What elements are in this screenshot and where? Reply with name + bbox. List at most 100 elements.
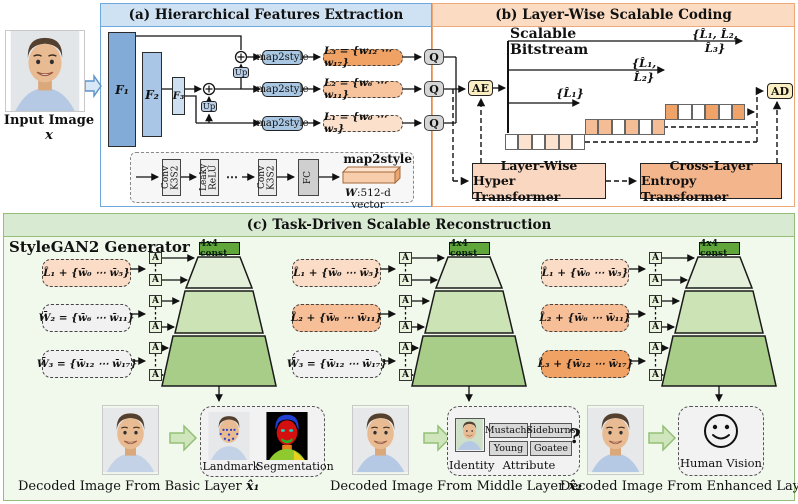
affine-a: A — [149, 252, 162, 264]
bitstream-cell — [545, 134, 559, 150]
caption-enhanced: Decoded Image From Enhanced Layer x̂₃ — [560, 479, 798, 494]
decoded-image-middle — [352, 405, 409, 475]
const-input-box: 4x4 const — [199, 239, 240, 259]
affine-a: A — [149, 274, 162, 286]
affine-a: A — [149, 321, 162, 333]
landmark-image — [208, 412, 250, 460]
input-face-image — [5, 30, 85, 112]
input-image-symbol: x — [45, 128, 53, 143]
bitstream-row-1 — [505, 134, 586, 150]
caption-basic: Decoded Image From Basic Layer x̂₁ — [18, 479, 260, 494]
identity-image — [455, 418, 485, 452]
decoded-image-enhanced — [587, 405, 644, 475]
feature-block-f1: F₁ — [108, 32, 136, 147]
ellipsis-dots: ⋯ — [226, 170, 238, 184]
col1-input-w2: W̄₂ = {w̄₆ ⋯ w̄₁₁} — [39, 304, 134, 332]
bitstream-cell — [518, 134, 532, 150]
col2-input-l2: L̂₂ + {w̄₆ ⋯ w̄₁₁} — [291, 304, 382, 332]
bitstream-cell — [691, 104, 706, 120]
col3-input-l3: L̂₃ + {w̄₁₂ ⋯ w̄₁₇} — [538, 350, 633, 378]
affine-a: A — [649, 369, 662, 381]
affine-a: A — [649, 295, 662, 307]
decoded-image-basic — [102, 405, 159, 475]
bitstream-cell — [611, 119, 626, 135]
affine-a: A — [399, 321, 412, 333]
upsample-box-1: Up — [233, 67, 249, 78]
bitstream-cell — [651, 119, 666, 135]
bitstream-row-2 — [585, 119, 666, 135]
latent-l2: L₂ = {w₆ ⋯ w₁₁} — [323, 77, 403, 101]
smiley-icon — [701, 411, 741, 451]
affine-a: A — [649, 274, 662, 286]
bitstream-cell — [585, 119, 599, 135]
arithmetic-decoder: AD — [767, 83, 793, 99]
map2style-box-3: map2style — [256, 49, 309, 65]
bitstream-cell — [638, 119, 652, 135]
panel-a-title: (a) Hierarchical Features Extraction — [101, 4, 431, 27]
affine-a: A — [649, 342, 662, 354]
conv-block-2: Conv K3S2 — [257, 159, 277, 196]
map2style-detail-title: map2style — [343, 152, 412, 166]
col2-input-w3: W̄₃ = {w̄₁₂ ⋯ w̄₁₇} — [287, 350, 387, 378]
col3-input-l1: L̂₁ + {w̄₀ ⋯ w̄₅} — [541, 259, 629, 287]
vector-dim-label: W:512-d vector — [345, 187, 391, 211]
feature-block-f2: F₂ — [142, 52, 162, 137]
latent-l3: L₃ = {w₁₂ ⋯ w₁₇} — [323, 45, 403, 69]
landmark-label: Landmark — [202, 460, 260, 473]
caption-middle: Decoded Image From Middle Layer x̂₂ — [330, 479, 582, 494]
affine-a: A — [649, 252, 662, 264]
panel-b-title: (b) Layer-Wise Scalable Coding — [433, 4, 794, 27]
bitstream-cell — [731, 104, 746, 120]
face-photo — [10, 31, 80, 111]
map2style-box-1: map2style — [256, 115, 309, 131]
caption-middle-symbol: x̂₂ — [568, 479, 582, 494]
bitstream-cell — [625, 119, 639, 135]
quantizer-q2: Q — [424, 81, 444, 97]
attribute-mustache: Mustache — [484, 423, 533, 438]
quantizer-q3: Q — [424, 49, 444, 65]
leaky-relu-block: Leaky ReLU — [199, 159, 219, 196]
bitstream-title: Scalable Bitstream — [510, 26, 589, 58]
quantizer-q1: Q — [424, 115, 444, 131]
bitstream-cell — [558, 134, 572, 150]
feature-block-f3: F₃ — [172, 77, 185, 115]
stream-label-all: {L̂₁, L̂₂, L̂₃} — [692, 27, 738, 55]
stream-label-two: {L̂₁, L̂₂} — [631, 56, 657, 84]
affine-a: A — [149, 342, 162, 354]
fc-block: FC — [298, 159, 319, 196]
affine-a: A — [399, 274, 412, 286]
arithmetic-encoder: AE — [468, 80, 493, 96]
bitstream-cell — [598, 119, 612, 135]
attribute-question-mark: ? — [569, 424, 581, 448]
attribute-goatee: Goatee — [530, 441, 572, 456]
col2-input-l1: L̂₁ + {w̄₀ ⋯ w̄₅} — [292, 259, 381, 287]
identity-label: Identity — [449, 458, 495, 472]
stream-label-one: {L̂₁} — [556, 86, 584, 100]
map2style-box-2: map2style — [256, 81, 309, 97]
const-input-box: 4x4 const — [449, 239, 490, 259]
conv-block-1: Conv K3S2 — [161, 159, 181, 196]
segmentation-label: Segmentation — [256, 460, 334, 473]
segmentation-image — [264, 412, 310, 460]
entropy-transformer-box: Cross-Layer Entropy Transformer — [640, 158, 782, 204]
generator-title: StyleGAN2 Generator — [9, 238, 190, 256]
human-vision-label: Human Vision — [680, 456, 762, 470]
affine-a: A — [649, 321, 662, 333]
affine-a: A — [399, 342, 412, 354]
const-input-box: 4x4 const — [699, 239, 740, 259]
latent-l1: L₁ = {w₀ ⋯ w₅} — [323, 111, 403, 135]
bitstream-cell — [718, 104, 732, 120]
affine-a: A — [399, 252, 412, 264]
input-flow-arrow — [84, 73, 102, 99]
attribute-young: Young — [489, 441, 528, 456]
affine-a: A — [399, 295, 412, 307]
bitstream-cell — [665, 104, 679, 120]
bitstream-cell — [571, 134, 586, 150]
input-image-label: Input Image x — [3, 113, 95, 143]
caption-basic-symbol: x̂₁ — [245, 479, 260, 494]
bitstream-cell — [705, 104, 719, 120]
col1-input-w3: W̄₃ = {w̄₁₂ ⋯ w̄₁₇} — [37, 350, 137, 378]
affine-a: A — [149, 295, 162, 307]
attribute-sideburns: Sideburns — [526, 423, 576, 438]
